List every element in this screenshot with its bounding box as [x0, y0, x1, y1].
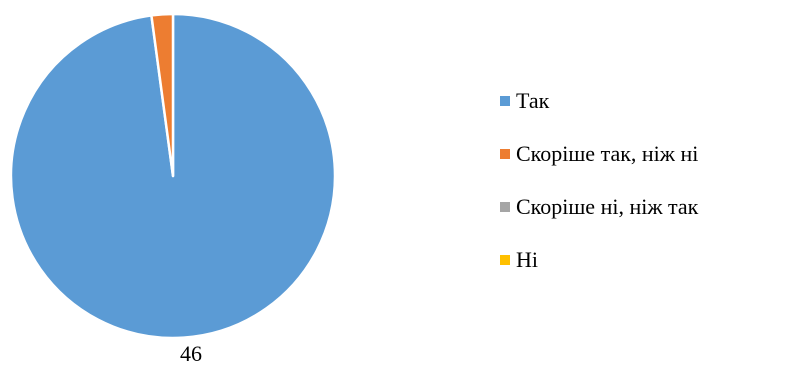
legend-item-tak: Так: [500, 88, 698, 114]
legend-item-ni: Ні: [500, 247, 698, 273]
legend-label-ni: Ні: [516, 247, 538, 272]
legend-label-rather-no: Скоріше ні, ніж так: [516, 194, 699, 219]
legend-swatch-tak: [500, 96, 510, 106]
legend-label-rather-yes: Скоріше так, ніж ні: [516, 141, 699, 166]
legend-label-tak: Так: [516, 88, 550, 113]
pie-slice-rather-yes: [150, 12, 175, 178]
data-label-tak: 46: [180, 341, 202, 365]
legend-swatch-rather-no: [500, 202, 510, 212]
legend: Так Скоріше так, ніж ні Скоріше ні, ніж …: [500, 88, 698, 300]
legend-item-rather-yes: Скоріше так, ніж ні: [500, 141, 698, 167]
legend-item-rather-no: Скоріше ні, ніж так: [500, 194, 698, 220]
legend-swatch-ni: [500, 255, 510, 265]
legend-swatch-rather-yes: [500, 149, 510, 159]
